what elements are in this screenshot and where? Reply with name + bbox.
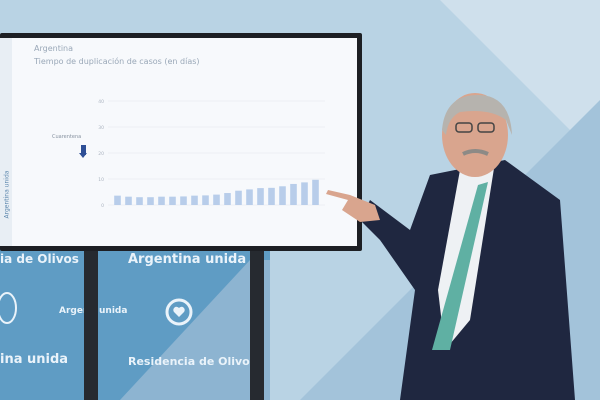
bar [246, 189, 253, 205]
bar [290, 183, 297, 205]
bar [279, 186, 286, 205]
mustache [462, 149, 489, 156]
bar [268, 187, 275, 205]
bar-chart: 0 10 20 30 40 [98, 99, 325, 209]
bar [312, 179, 319, 205]
backdrop-text: ina unida [0, 352, 69, 367]
bar [257, 188, 264, 205]
backdrop-text: Residencia de Olivos [128, 355, 257, 368]
tv-screen [0, 38, 357, 246]
y-tick-label: 20 [98, 151, 104, 157]
bar [213, 194, 220, 205]
presenter [326, 93, 575, 400]
bar [180, 196, 187, 205]
coat-of-arms-icon [0, 292, 17, 324]
pointing-hand [326, 190, 380, 222]
quarantine-annotation: Cuarentena [52, 134, 82, 140]
y-tick-label: 10 [98, 177, 104, 183]
y-tick-label: 0 [101, 203, 104, 209]
backdrop-text: Arger [59, 306, 88, 316]
tv-stand-pole [84, 250, 98, 400]
bar [169, 196, 176, 205]
bar [147, 197, 154, 205]
arrow-down-icon [79, 145, 87, 158]
bar [224, 193, 231, 205]
head [442, 93, 508, 177]
tv-stand-pole [250, 250, 264, 400]
hair [442, 95, 512, 135]
chart-subtitle: Tiempo de duplicación de casos (en días) [34, 57, 200, 66]
bar [114, 195, 121, 205]
tie [432, 182, 488, 350]
bar [136, 197, 143, 205]
bar [191, 195, 198, 205]
y-tick-label: 40 [98, 99, 104, 105]
heart-circle-icon [165, 298, 193, 326]
backdrop-text: unida [99, 306, 128, 316]
backdrop-text: Argentina unida [128, 252, 247, 267]
y-tick-label: 30 [98, 125, 104, 131]
bar [235, 190, 242, 205]
bar [202, 195, 209, 205]
bar [301, 182, 308, 205]
bar [158, 196, 165, 205]
chart-title: Argentina [34, 44, 74, 53]
screen-side-strip [0, 38, 12, 246]
backdrop-text: ia de Olivos [0, 252, 79, 266]
bar [125, 196, 132, 205]
